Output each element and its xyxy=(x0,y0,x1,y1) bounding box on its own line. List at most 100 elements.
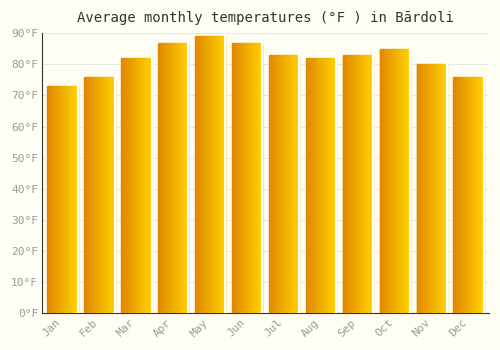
Bar xyxy=(112,77,113,313)
Bar xyxy=(351,55,352,313)
Bar xyxy=(457,77,458,313)
Bar xyxy=(138,58,140,313)
Bar xyxy=(430,64,431,313)
Bar xyxy=(183,43,184,313)
Bar xyxy=(443,64,444,313)
Bar xyxy=(407,49,408,313)
Bar xyxy=(55,86,56,313)
Bar xyxy=(137,58,138,313)
Bar xyxy=(136,58,137,313)
Bar xyxy=(482,77,483,313)
Bar xyxy=(465,77,466,313)
Bar xyxy=(290,55,291,313)
Bar xyxy=(372,55,373,313)
Bar xyxy=(151,58,152,313)
Bar xyxy=(244,43,245,313)
Bar xyxy=(440,64,441,313)
Bar xyxy=(294,55,296,313)
Bar xyxy=(162,43,164,313)
Bar xyxy=(258,43,259,313)
Bar xyxy=(89,77,90,313)
Bar xyxy=(275,55,276,313)
Bar xyxy=(368,55,369,313)
Bar xyxy=(65,86,66,313)
Bar xyxy=(468,77,469,313)
Bar xyxy=(363,55,364,313)
Bar xyxy=(330,58,331,313)
Title: Average monthly temperatures (°F ) in Bārdoli: Average monthly temperatures (°F ) in Bā… xyxy=(77,11,454,25)
Bar xyxy=(344,55,345,313)
Bar xyxy=(271,55,272,313)
Bar xyxy=(388,49,390,313)
Bar xyxy=(187,43,188,313)
Bar xyxy=(95,77,96,313)
Bar xyxy=(426,64,427,313)
Bar xyxy=(201,36,202,313)
Bar xyxy=(208,36,210,313)
Bar xyxy=(184,43,186,313)
Bar xyxy=(175,43,176,313)
Bar xyxy=(196,36,198,313)
Bar xyxy=(73,86,74,313)
Bar xyxy=(220,36,221,313)
Bar xyxy=(470,77,471,313)
Bar xyxy=(176,43,177,313)
Bar xyxy=(134,58,135,313)
Bar xyxy=(306,58,308,313)
Bar xyxy=(444,64,446,313)
Bar xyxy=(242,43,244,313)
Bar xyxy=(418,64,419,313)
Bar xyxy=(462,77,464,313)
Bar xyxy=(309,58,310,313)
Bar xyxy=(212,36,213,313)
Bar xyxy=(400,49,401,313)
Bar xyxy=(422,64,424,313)
Bar xyxy=(439,64,440,313)
Bar xyxy=(284,55,285,313)
Bar xyxy=(292,55,293,313)
Bar xyxy=(260,43,262,313)
Bar xyxy=(101,77,102,313)
Bar xyxy=(128,58,129,313)
Bar xyxy=(204,36,205,313)
Bar xyxy=(168,43,169,313)
Bar xyxy=(182,43,183,313)
Bar xyxy=(296,55,297,313)
Bar xyxy=(409,49,410,313)
Bar xyxy=(102,77,104,313)
Bar xyxy=(113,77,114,313)
Bar xyxy=(205,36,206,313)
Bar xyxy=(100,77,101,313)
Bar xyxy=(135,58,136,313)
Bar xyxy=(64,86,65,313)
Bar xyxy=(421,64,422,313)
Bar xyxy=(124,58,125,313)
Bar xyxy=(282,55,284,313)
Bar xyxy=(86,77,88,313)
Bar xyxy=(91,77,92,313)
Bar xyxy=(288,55,290,313)
Bar xyxy=(222,36,223,313)
Bar xyxy=(434,64,436,313)
Bar xyxy=(369,55,370,313)
Bar xyxy=(286,55,287,313)
Bar xyxy=(362,55,363,313)
Bar xyxy=(96,77,97,313)
Bar xyxy=(318,58,320,313)
Bar xyxy=(334,58,336,313)
Bar xyxy=(355,55,356,313)
Bar xyxy=(386,49,387,313)
Bar xyxy=(256,43,257,313)
Bar xyxy=(246,43,247,313)
Bar xyxy=(180,43,181,313)
Bar xyxy=(333,58,334,313)
Bar xyxy=(174,43,175,313)
Bar xyxy=(272,55,274,313)
Bar xyxy=(396,49,397,313)
Bar xyxy=(160,43,161,313)
Bar xyxy=(171,43,172,313)
Bar xyxy=(251,43,252,313)
Bar xyxy=(207,36,208,313)
Bar xyxy=(404,49,406,313)
Bar xyxy=(384,49,385,313)
